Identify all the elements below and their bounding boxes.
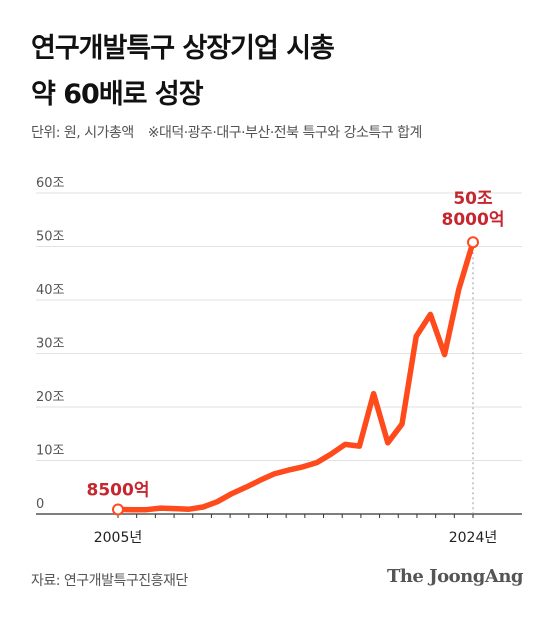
x-tick-label-2005: 2005년 <box>94 530 143 546</box>
annotation-end-line-1: 50조 <box>453 189 493 209</box>
annotation-end-line-2: 8000억 <box>442 210 505 230</box>
brand-logo: The JoongAng <box>386 566 524 587</box>
x-tick-label-2024: 2024년 <box>449 530 498 546</box>
scope-note: ※대덕·광주·대구·부산·전북 특구와 강소특구 합계 <box>147 125 423 141</box>
data-point-marker <box>112 503 124 516</box>
y-tick-label-0: 0 <box>36 497 44 512</box>
unit-note: 단위: 원, 시가총액 <box>31 125 134 141</box>
y-tick-label-10: 10조 <box>36 444 65 459</box>
series-line <box>115 239 476 513</box>
annotation-start: 8500억 <box>87 480 150 500</box>
y-tick-label-60: 60조 <box>36 176 65 191</box>
y-tick-label-30: 30조 <box>36 337 65 352</box>
y-tick-label-40: 40조 <box>36 283 65 298</box>
chart-title: 연구개발특구 상장기업 시총 약 60배로 성장 <box>31 26 531 118</box>
chart-subtitle: 단위: 원, 시가총액 ※대덕·광주·대구·부산·전북 특구와 강소특구 합계 <box>31 122 422 142</box>
data-point-marker <box>467 236 479 249</box>
title-line-2: 약 60배로 성장 <box>31 79 204 110</box>
y-tick-label-20: 20조 <box>36 390 65 405</box>
y-tick-label-50: 50조 <box>36 230 65 245</box>
source-note: 자료: 연구개발특구진흥재단 <box>31 573 188 589</box>
title-line-1: 연구개발특구 상장기업 시총 <box>31 33 335 64</box>
